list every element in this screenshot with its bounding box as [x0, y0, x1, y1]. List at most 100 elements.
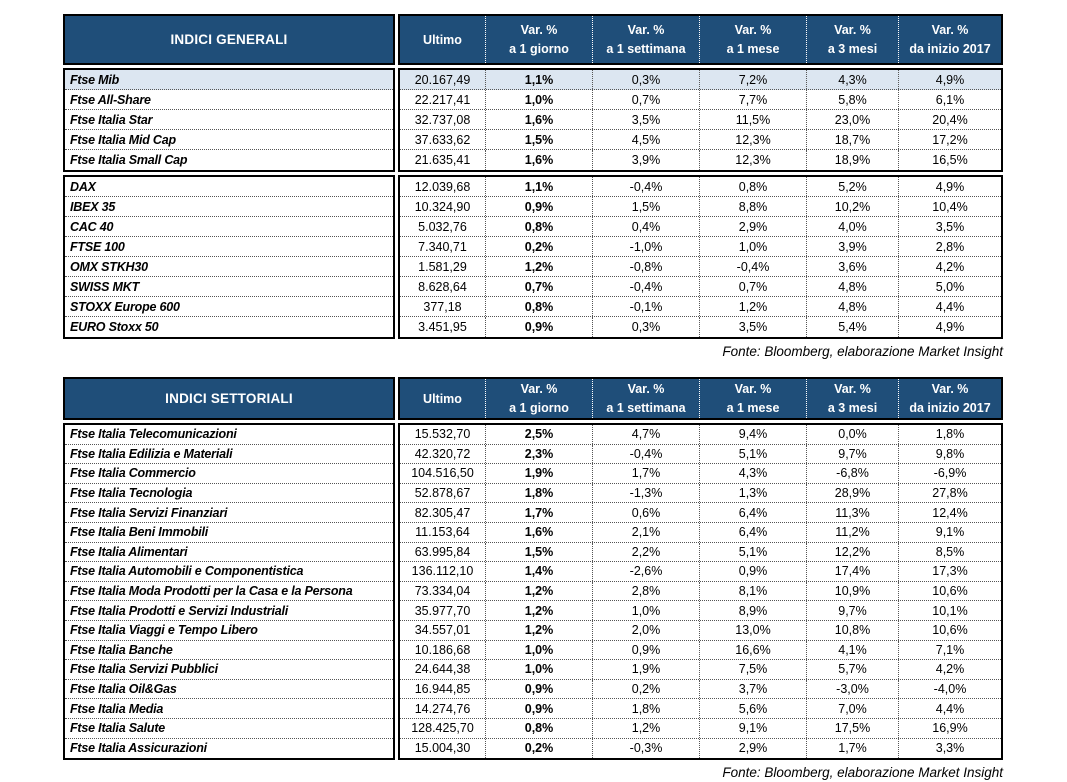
index-name-column: Ftse Mib Ftse All-Share Ftse Italia Star Ft… — [63, 68, 395, 172]
table-row: 82.305,47 1,7% 0,6% 6,4% 11,3% 12,4% — [400, 503, 1001, 523]
var-3-mesi-value: 5,4% — [807, 317, 899, 337]
var-1-giorno-value: 1,5% — [486, 542, 593, 562]
index-name: Ftse Italia Telecomunicazioni — [65, 425, 393, 445]
var-3-mesi-value: 18,7% — [807, 130, 899, 149]
var-inizio-2017-value: 10,6% — [932, 623, 968, 638]
var-3-mesi-value: 5,2% — [807, 177, 899, 196]
var-3-mesi-value: 7,0% — [807, 699, 899, 718]
table-row: 3.451,95 0,9% 0,3% 3,5% 5,4% 4,9% — [400, 317, 1001, 337]
var-3-mesi-value: 12,2% — [807, 542, 899, 562]
var-1-mese-value: 0,7% — [700, 277, 807, 296]
table-row: 73.334,04 1,2% 2,8% 8,1% 10,9% 10,6% — [400, 581, 1001, 602]
var-inizio-2017-value: 4,2% — [935, 259, 965, 274]
index-name: OMX STKH30 — [65, 257, 393, 277]
var-1-settimana-value: 4,7% — [593, 425, 700, 444]
index-name: Ftse Mib — [65, 70, 393, 90]
table-row: 34.557,01 1,2% 2,0% 13,0% 10,8% 10,6% — [400, 620, 1001, 641]
var-1-giorno-value: 1,2% — [486, 601, 593, 620]
var-1-mese-value: 9,4% — [700, 425, 807, 444]
index-name-column: DAX IBEX 35 CAC 40 FTSE 100 OMX STKH30 SWISS … — [63, 175, 395, 339]
table-row: 42.320,72 2,3% -0,4% 5,1% 9,7% 9,8% — [400, 444, 1001, 465]
var-1-settimana-value: 4,5% — [593, 130, 700, 149]
source-note: Fonte: Bloomberg, elaborazione Market In… — [722, 765, 1003, 781]
ultimo-value: 12.039,68 — [400, 177, 486, 196]
table-row: 8.628,64 0,7% -0,4% 0,7% 4,8% 5,0% — [400, 277, 1001, 297]
var-1-giorno-value: 0,8% — [486, 297, 593, 316]
var-3-mesi-value: 5,7% — [807, 660, 899, 679]
col-header-label: Ultimo — [423, 32, 462, 47]
var-3-mesi-value: 23,0% — [807, 110, 899, 129]
index-name: Ftse Italia Small Cap — [70, 153, 188, 167]
var-1-mese-value: 16,6% — [700, 640, 807, 660]
var-1-settimana-value: 0,6% — [593, 503, 700, 522]
var-3-mesi-value: 11,2% — [807, 522, 899, 542]
column-headers: Ultimo Var. % a 1 giorno Var. % a 1 sett… — [398, 14, 1003, 65]
var-inizio-2017-value: 16,9% — [932, 721, 968, 736]
indici-generali-table: INDICI GENERALI Ultimo Var. % a 1 giorno… — [63, 14, 1003, 361]
var-3-mesi-value: 17,5% — [807, 718, 899, 738]
var-3-mesi-value: 1,7% — [807, 738, 899, 759]
var-1-mese-value: 8,1% — [700, 581, 807, 601]
col-header-ultimo: Ultimo — [400, 379, 486, 418]
index-name: DAX — [65, 177, 393, 197]
var-1-giorno-value: 0,9% — [486, 679, 593, 699]
var-1-mese-value: 7,2% — [700, 70, 807, 89]
table-row: 1.581,29 1,2% -0,8% -0,4% 3,6% 4,2% — [400, 257, 1001, 277]
var-inizio-2017-value: 4,4% — [935, 299, 965, 314]
table-row: 7.340,71 0,2% -1,0% 1,0% 3,9% 2,8% — [400, 237, 1001, 257]
var-1-settimana-value: 1,8% — [593, 699, 700, 718]
ultimo-value: 10.324,90 — [400, 197, 486, 216]
var-inizio-2017-value: 10,4% — [932, 199, 968, 214]
var-inizio-2017-value: 4,2% — [935, 662, 965, 677]
var-3-mesi-value: -6,8% — [807, 464, 899, 483]
var-1-settimana-value: -0,3% — [593, 738, 700, 759]
var-inizio-2017-value: 5,0% — [935, 279, 965, 294]
var-inizio-2017-value: 16,5% — [932, 153, 968, 167]
var-1-settimana-value: 1,2% — [593, 718, 700, 738]
index-name: Ftse Italia Alimentari — [65, 543, 393, 563]
var-3-mesi-value: 9,7% — [807, 601, 899, 620]
var-1-giorno-value: 0,7% — [486, 277, 593, 296]
table-title: INDICI GENERALI — [63, 14, 395, 65]
index-name: Ftse Italia Prodotti e Servizi Industria… — [65, 601, 393, 621]
table-row: 5.032,76 0,8% 0,4% 2,9% 4,0% 3,5% — [400, 217, 1001, 237]
var-3-mesi-value: 10,2% — [807, 197, 899, 216]
var-inizio-2017-value: 27,8% — [932, 486, 968, 501]
ultimo-value: 8.628,64 — [400, 277, 486, 296]
var-inizio-2017-value: 4,4% — [935, 701, 965, 716]
table-group: DAX IBEX 35 CAC 40 FTSE 100 OMX STKH30 SWISS … — [63, 175, 1003, 339]
var-inizio-2017-value: 3,5% — [935, 219, 965, 234]
table-row: 128.425,70 0,8% 1,2% 9,1% 17,5% 16,9% — [400, 718, 1001, 739]
ultimo-value: 377,18 — [400, 297, 486, 316]
var-1-mese-value: 4,3% — [700, 464, 807, 483]
table-title: INDICI SETTORIALI — [63, 377, 395, 420]
index-name: Ftse Italia Beni Immobili — [65, 523, 393, 543]
var-inizio-2017-value: 20,4% — [932, 112, 968, 127]
index-name: Ftse Italia Mid Cap — [65, 130, 393, 150]
var-inizio-2017-value: 17,3% — [932, 564, 968, 579]
values-block: 15.532,70 2,5% 4,7% 9,4% 0,0% 1,8% 42.320,72 2,… — [398, 423, 1003, 761]
ultimo-value: 42.320,72 — [400, 444, 486, 464]
index-name: Ftse Italia Commercio — [65, 464, 393, 484]
var-inizio-2017-value: 8,5% — [935, 544, 965, 559]
var-inizio-2017-value: 3,3% — [935, 741, 965, 756]
var-3-mesi-value: 28,9% — [807, 483, 899, 503]
var-3-mesi-value: 9,7% — [807, 444, 899, 464]
table-row: 14.274,76 0,9% 1,8% 5,6% 7,0% 4,4% — [400, 699, 1001, 719]
var-1-settimana-value: 0,3% — [593, 70, 700, 89]
ultimo-value: 15.532,70 — [400, 425, 486, 444]
index-name: Ftse Italia Edilizia e Materiali — [65, 445, 393, 465]
index-name: STOXX Europe 600 — [65, 297, 393, 317]
indici-settoriali-table: INDICI SETTORIALI Ultimo Var. % a 1 gior… — [63, 377, 1003, 782]
var-1-mese-value: 1,2% — [700, 297, 807, 316]
var-1-giorno-value: 1,0% — [486, 90, 593, 109]
index-name: Ftse Italia Servizi Finanziari — [65, 503, 393, 523]
col-header-var-3-mesi: Var. % a 3 mesi — [807, 379, 899, 418]
col-header-var-1-settimana: Var. % a 1 settimana — [593, 379, 700, 418]
col-header-var-3-mesi: Var. % a 3 mesi — [807, 16, 899, 63]
var-3-mesi-value: 17,4% — [807, 562, 899, 581]
col-header-var-1-mese: Var. % a 1 mese — [700, 16, 807, 63]
var-1-giorno-value: 0,2% — [486, 237, 593, 256]
ultimo-value: 24.644,38 — [400, 660, 486, 679]
var-1-mese-value: 5,1% — [700, 444, 807, 464]
